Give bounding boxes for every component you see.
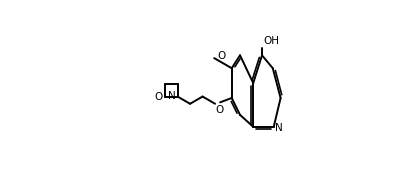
Text: OH: OH [263, 36, 279, 46]
Text: N: N [168, 91, 176, 101]
Text: N: N [275, 123, 283, 133]
Text: O: O [215, 105, 223, 115]
Text: O: O [217, 51, 226, 61]
Text: O: O [155, 92, 163, 101]
